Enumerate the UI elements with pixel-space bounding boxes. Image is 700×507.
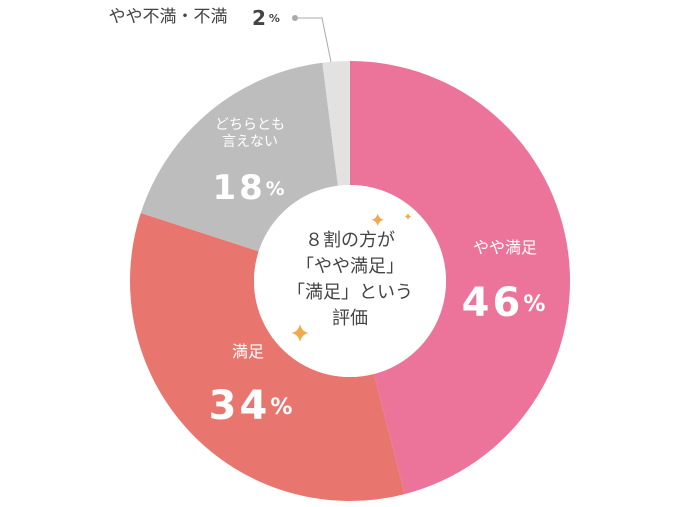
slice: [350, 61, 570, 495]
value-label: 34%: [209, 383, 296, 429]
leader-dot: [292, 15, 298, 21]
sparkle: [404, 213, 412, 220]
slice: [140, 62, 338, 252]
value-label: 18%: [212, 168, 287, 208]
sparkle: [291, 324, 309, 342]
category-label: どちらとも 言えない: [215, 116, 285, 151]
category-label: やや満足: [472, 237, 537, 257]
center-line: 評価: [332, 308, 368, 330]
category-label: やや不満・不満: [108, 7, 228, 27]
slice: [322, 61, 350, 186]
slices: [129, 61, 570, 501]
sparkle: [371, 213, 384, 227]
center-text: ８割の方が「やや満足」 「満足」という 評価: [270, 228, 430, 332]
value-label: 46%: [462, 280, 549, 326]
leader-line: [295, 17, 332, 63]
value-label: 2%: [252, 6, 283, 30]
category-label: 満足: [231, 341, 264, 361]
slice: [129, 213, 405, 501]
center-line: ８割の方が: [305, 230, 395, 251]
center-line: 「満足」という: [287, 282, 413, 304]
center-line: 「やや満足」: [296, 256, 404, 278]
